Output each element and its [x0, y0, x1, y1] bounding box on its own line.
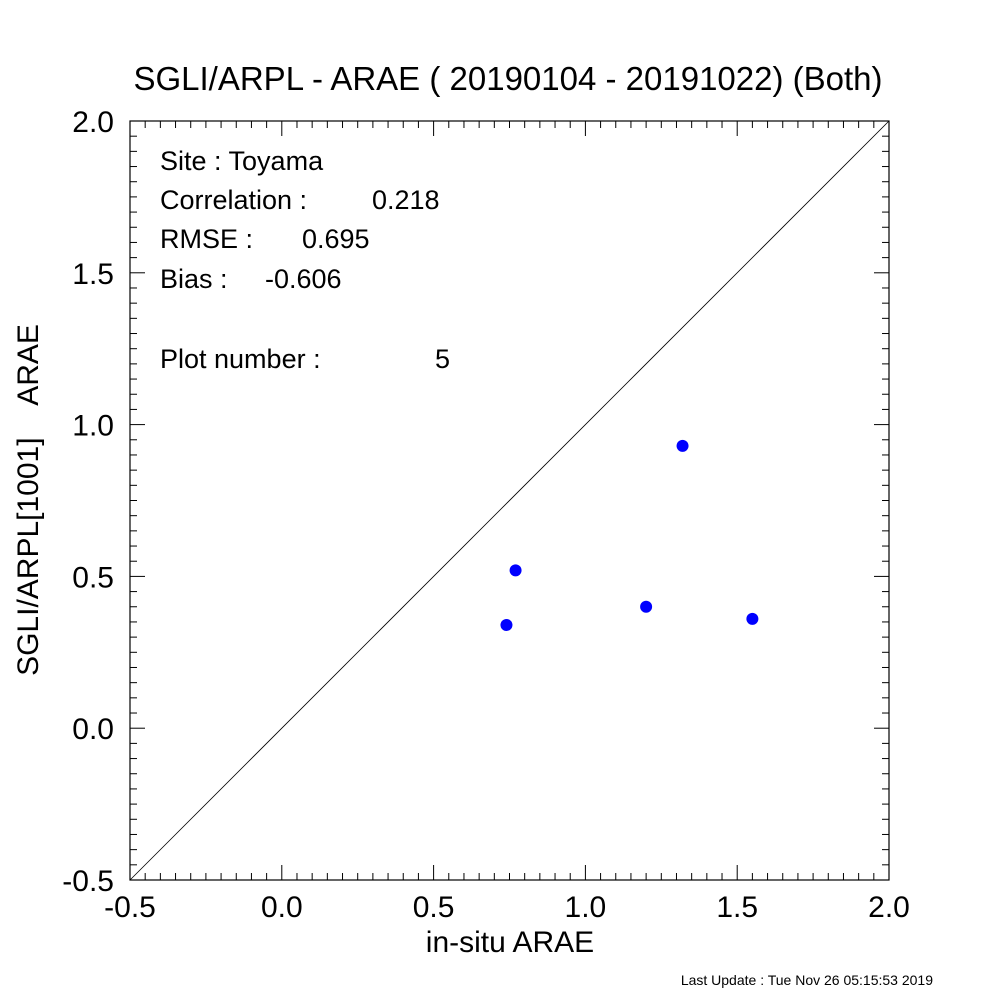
- x-tick-label: 0.5: [413, 891, 455, 924]
- bias-label: Bias :: [160, 264, 228, 294]
- data-point: [509, 564, 522, 577]
- correlation-value: 0.218: [372, 185, 440, 215]
- axis-ticks: [129, 120, 890, 881]
- chart-title: SGLI/ARPL - ARAE ( 20190104 - 20191022) …: [133, 60, 882, 97]
- y-tick-label: 1.5: [72, 258, 114, 291]
- plot-number-value: 5: [435, 344, 450, 374]
- rmse-label: RMSE :: [160, 224, 253, 254]
- one-to-one-line: [129, 120, 890, 881]
- y-tick-labels: -0.5 0.0 0.5 1.0 1.5 2.0: [62, 106, 114, 898]
- x-tick-label: 1.0: [565, 891, 607, 924]
- y-tick-label: 2.0: [72, 106, 114, 139]
- y-tick-label: 1.0: [72, 410, 114, 443]
- data-point: [500, 618, 513, 631]
- y-tick-label: 0.5: [72, 561, 114, 594]
- x-tick-labels: -0.5 0.0 0.5 1.0 1.5 2.0: [104, 891, 910, 924]
- correlation-label: Correlation :: [160, 185, 307, 215]
- x-tick-label: 0.0: [261, 891, 303, 924]
- stats-annotation: Site : Toyama Correlation : 0.218 RMSE :…: [160, 146, 450, 374]
- last-update-text: Last Update : Tue Nov 26 05:15:53 2019: [681, 972, 933, 988]
- y-tick-label: -0.5: [62, 865, 114, 898]
- x-tick-label: 1.5: [716, 891, 758, 924]
- data-point: [640, 600, 653, 613]
- y-axis-label: SGLI/ARPL[1001] ARAE: [12, 324, 45, 676]
- data-point: [676, 439, 689, 452]
- x-axis-label: in-situ ARAE: [426, 926, 594, 959]
- data-points: [500, 439, 759, 631]
- rmse-value: 0.695: [302, 224, 370, 254]
- bias-value: -0.606: [265, 264, 342, 294]
- y-tick-label: 0.0: [72, 713, 114, 746]
- site-text: Site : Toyama: [160, 146, 324, 176]
- data-point: [746, 612, 759, 625]
- plot-number-label: Plot number :: [160, 344, 321, 374]
- x-tick-label: 2.0: [868, 891, 910, 924]
- x-tick-label: -0.5: [104, 891, 156, 924]
